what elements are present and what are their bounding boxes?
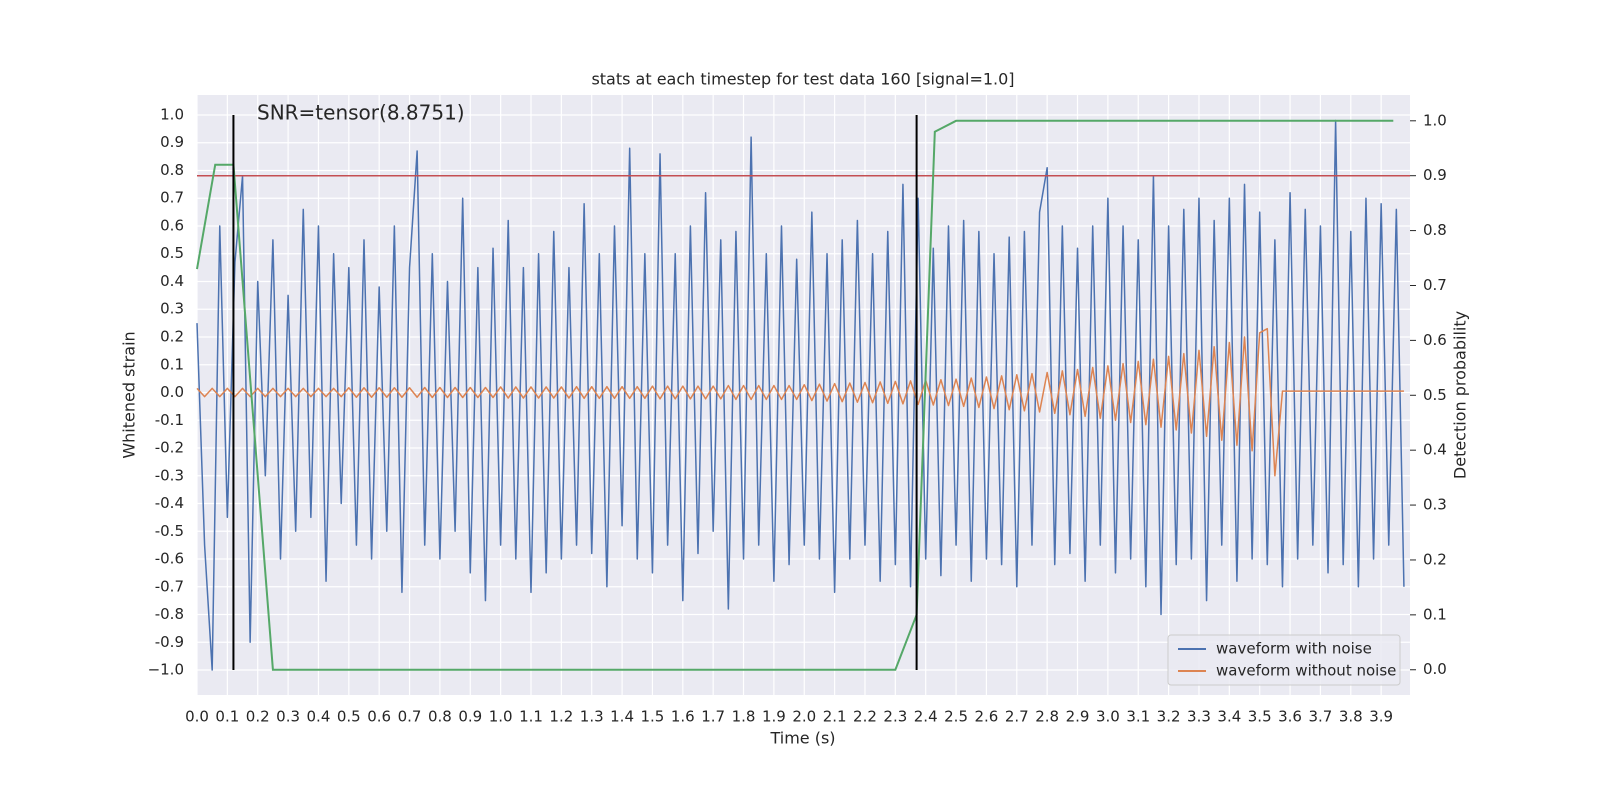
y-tick-label: -0.5 [155, 522, 184, 540]
y-tick-label: -0.4 [155, 494, 184, 512]
x-tick-label: 2.2 [853, 708, 877, 726]
y-tick-label: 1.0 [160, 105, 184, 123]
x-tick-label: 3.6 [1278, 708, 1302, 726]
x-tick-label: 1.6 [671, 708, 695, 726]
x-tick-label: 1.5 [641, 708, 665, 726]
x-tick-label: 0.6 [367, 708, 391, 726]
y2-tick-label: 0.8 [1423, 221, 1447, 239]
x-tick-label: 0.0 [185, 708, 209, 726]
x-tick-label: 0.8 [428, 708, 452, 726]
x-tick-label: 3.9 [1369, 708, 1393, 726]
x-tick-label: 2.3 [883, 708, 907, 726]
x-tick-label: 3.7 [1308, 708, 1332, 726]
x-tick-label: 2.5 [944, 708, 968, 726]
x-tick-label: 3.8 [1339, 708, 1363, 726]
x-tick-label: 1.7 [701, 708, 725, 726]
x-tick-label: 1.0 [489, 708, 513, 726]
x-tick-label: 3.4 [1217, 708, 1241, 726]
chart-title: stats at each timestep for test data 160… [591, 70, 1014, 89]
legend-box [1167, 634, 1401, 686]
y2-tick-label: 0.1 [1423, 605, 1447, 623]
legend: waveform with noise waveform without nois… [1167, 634, 1401, 686]
x-tick-label: 2.4 [914, 708, 938, 726]
x-tick-label: 3.1 [1126, 708, 1150, 726]
y-tick-label: -0.1 [155, 411, 184, 429]
x-tick-label: 3.0 [1096, 708, 1120, 726]
x-tick-label: 1.8 [732, 708, 756, 726]
x-axis-label: Time (s) [769, 729, 835, 748]
legend-label: waveform without noise [1216, 662, 1396, 680]
x-tick-label: 2.6 [975, 708, 999, 726]
x-tick-label: 0.9 [458, 708, 482, 726]
y-tick-label: 0.6 [160, 216, 184, 234]
x-tick-label: 3.3 [1187, 708, 1211, 726]
y2-tick-label: 0.5 [1423, 386, 1447, 404]
y2-tick-label: 0.9 [1423, 166, 1447, 184]
y2-tick-label: 0.3 [1423, 496, 1447, 514]
y-tick-label: −1.0 [148, 661, 184, 679]
y2-tick-label: 0.2 [1423, 550, 1447, 568]
y-tick-label: 0.4 [160, 272, 184, 290]
grid [196, 95, 1410, 695]
x-tick-label: 0.2 [246, 708, 270, 726]
y-tick-label: -0.8 [155, 605, 184, 623]
y2-tick-label: 0.6 [1423, 331, 1447, 349]
x-tick-label: 0.5 [337, 708, 361, 726]
y-tick-label: 0.9 [160, 133, 184, 151]
x-tick-label: 1.2 [549, 708, 573, 726]
y-tick-label: -0.3 [155, 466, 184, 484]
y-tick-label: 0.2 [160, 327, 184, 345]
y-tick-label: 0.0 [160, 383, 184, 401]
y-tick-label: 0.8 [160, 161, 184, 179]
x-tick-label: 1.9 [762, 708, 786, 726]
y-tick-label: -0.6 [155, 550, 184, 568]
x-tick-label: 2.9 [1066, 708, 1090, 726]
x-tick-label: 2.7 [1005, 708, 1029, 726]
y-tick-label: 0.5 [160, 244, 184, 262]
x-tick-label: 0.1 [215, 708, 239, 726]
series-line [196, 327, 1404, 477]
x-tick-label: 0.3 [276, 708, 300, 726]
x-tick-label: 1.3 [580, 708, 604, 726]
y-tick-label: 0.1 [160, 355, 184, 373]
x-tick-label: 0.7 [398, 708, 422, 726]
detection-line [196, 119, 1394, 671]
y-tick-label: -0.2 [155, 439, 184, 457]
x-tick-label: 2.8 [1035, 708, 1059, 726]
legend-label: waveform with noise [1216, 640, 1372, 658]
x-tick-label: 0.4 [307, 708, 331, 726]
marks [196, 114, 1410, 671]
y2-tick-label: 0.7 [1423, 276, 1447, 294]
y-tick-label: 0.3 [160, 300, 184, 318]
y-tick-label: 0.7 [160, 189, 184, 207]
y-tick-label: -0.9 [155, 633, 184, 651]
x-tick-label: 1.4 [610, 708, 634, 726]
x-tick-label: 1.1 [519, 708, 543, 726]
x-tick-label: 3.5 [1248, 708, 1272, 726]
y2-tick-label: 1.0 [1423, 111, 1447, 129]
y-axis-label: Whitened strain [120, 331, 139, 458]
x-tick-label: 3.2 [1157, 708, 1181, 726]
y-tick-label: -0.7 [155, 577, 184, 595]
y2-axis-label: Detection probability [1451, 311, 1470, 479]
x-tick-label: 2.0 [792, 708, 816, 726]
y2-tick-label: 0.4 [1423, 441, 1447, 459]
x-tick-label: 2.1 [823, 708, 847, 726]
plot-area [197, 95, 1410, 695]
y2-tick-label: 0.0 [1423, 660, 1447, 678]
annotation: SNR=tensor(8.8751) [257, 101, 465, 125]
